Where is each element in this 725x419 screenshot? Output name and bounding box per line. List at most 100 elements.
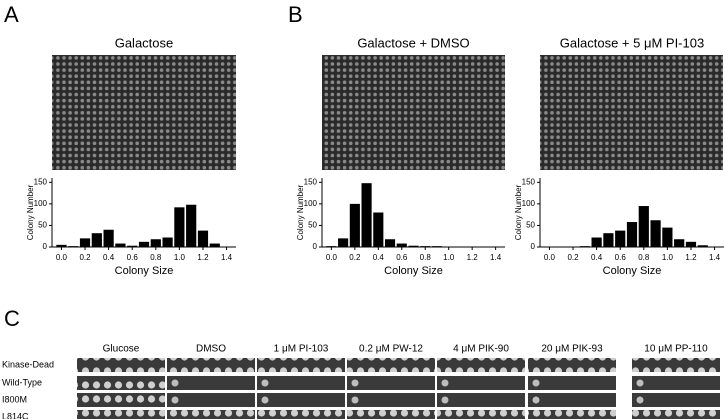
bar [197,230,209,247]
bar [697,245,708,247]
y-tick-label: 50 [308,221,317,230]
panel-label: B [288,2,303,27]
column-header: Glucose [103,344,140,355]
bar [685,241,697,247]
bar [138,241,150,247]
spot [261,379,269,387]
column-header: 1 μM PI-103 [274,344,329,355]
spot-strip [632,393,720,407]
chart-title: Galactose [115,35,174,50]
plate-image [322,55,505,170]
x-tick-label: 1.4 [709,253,721,262]
y-tick-label: 100 [34,199,48,208]
x-axis-label: Colony Size [115,265,174,277]
bar [674,239,685,247]
spot-strip [437,376,525,390]
spot-strip [632,410,720,419]
x-tick-label: 1.2 [685,253,697,262]
bar [361,183,372,247]
column-header: 4 μM PIK-90 [453,344,509,355]
spot-strip [77,376,165,390]
bar [150,239,161,247]
y-tick-label: 0 [43,242,48,251]
x-tick-label: 1.0 [174,253,186,262]
panel-label: A [4,2,19,27]
spot [351,396,359,404]
y-tick-label: 100 [522,199,536,208]
column-header: 0.2 μM PW-12 [359,344,423,355]
x-tick-label: 0.2 [349,253,361,262]
bar [408,245,419,247]
bar [127,245,138,247]
spot-strip [347,410,435,419]
column-header: DMSO [196,344,226,355]
x-tick-label: 1.0 [662,253,674,262]
spot-strip [257,376,345,390]
bar [396,243,407,247]
x-tick-label: 0.4 [373,253,385,262]
bar [103,229,114,247]
spot [441,396,449,404]
y-tick-label: 50 [38,221,47,230]
x-tick-label: 1.2 [197,253,209,262]
spot-strip [437,393,525,407]
spot-strip [257,358,345,372]
spot-strip [528,410,616,419]
spot [532,396,540,404]
y-tick-label: 150 [522,177,536,186]
bar [603,233,614,247]
y-axis-label: Colony Number [296,184,305,240]
bar [662,227,673,247]
y-tick-label: 150 [304,177,318,186]
spot [261,396,269,404]
plate-image [52,55,236,170]
bar [79,238,91,247]
bar [650,220,661,247]
row-label: I800M [2,394,27,404]
plate-image [540,55,723,170]
y-axis-label: Colony Number [26,184,35,240]
spot-strip [632,358,720,372]
bar [162,237,173,247]
bar [338,238,349,247]
column-header: 20 μM PIK-93 [541,344,603,355]
bar [209,243,220,247]
x-tick-label: 1.2 [467,253,479,262]
x-axis-label: Colony Size [384,265,443,277]
panel-label: C [4,306,20,331]
x-tick-label: 1.4 [221,253,233,262]
spot-strip [437,358,525,372]
x-tick-label: 1.4 [490,253,502,262]
spot-strip [257,393,345,407]
spot-strip [167,358,255,372]
x-tick-label: 0.0 [544,253,556,262]
chart-title: Galactose + 5 μM PI-103 [560,35,704,50]
x-tick-label: 0.8 [638,253,650,262]
x-tick-label: 0.6 [127,253,139,262]
spot-strip [528,376,616,390]
row-label: L814C [2,411,29,419]
spot [351,379,359,387]
y-axis-label: Colony Number [514,184,523,240]
bar [384,239,396,247]
x-axis-label: Colony Size [603,265,662,277]
bar [174,207,185,247]
y-tick-label: 0 [531,242,536,251]
spot [171,396,179,404]
x-tick-label: 0.2 [567,253,579,262]
x-tick-label: 0.2 [79,253,91,262]
spot-strip [257,410,345,419]
x-tick-label: 0.6 [615,253,627,262]
bar [591,237,602,247]
spot [441,379,449,387]
x-tick-label: 0.0 [56,253,68,262]
spot [636,396,644,404]
x-tick-label: 0.4 [103,253,115,262]
y-tick-label: 100 [304,199,318,208]
spot-strip [347,376,435,390]
spot [532,379,540,387]
chart-title: Galactose + DMSO [357,35,469,50]
spot-strip [632,376,720,390]
bar [56,244,67,247]
spot-strip [77,358,165,372]
